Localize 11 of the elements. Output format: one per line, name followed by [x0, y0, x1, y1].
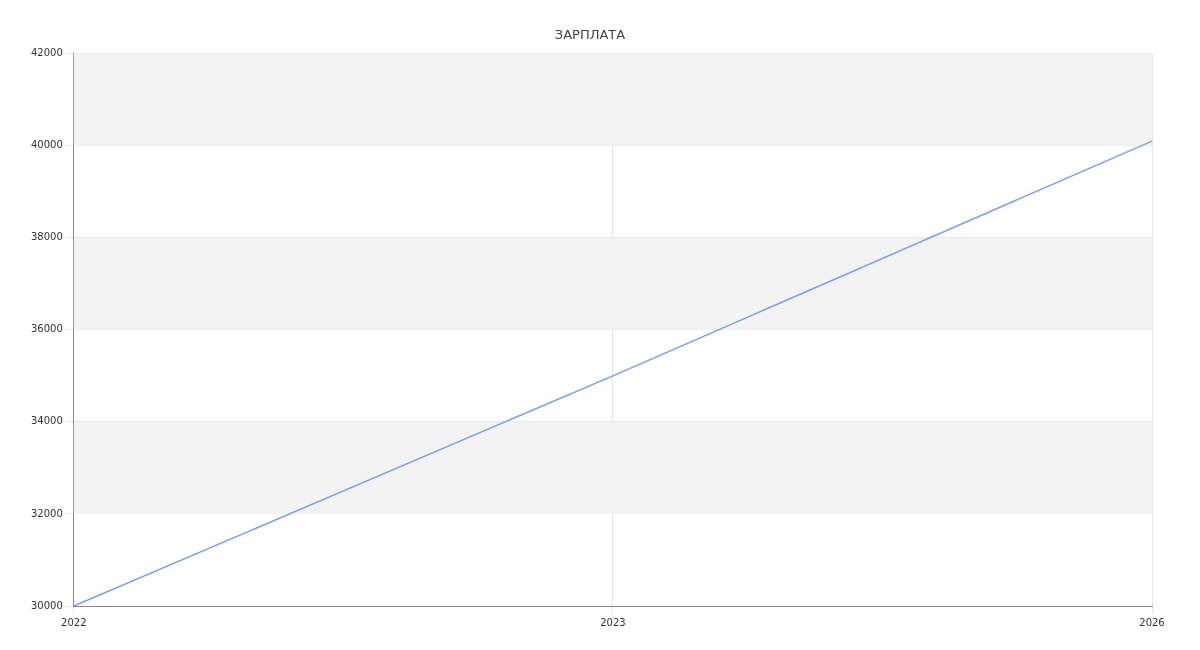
y-tick-label: 36000 [31, 323, 63, 335]
y-tick-label: 42000 [31, 47, 63, 59]
y-tick-label: 34000 [31, 415, 63, 427]
y-tick-label: 32000 [31, 507, 63, 519]
chart-title: ЗАРПЛАТА [554, 27, 626, 43]
x-tick-label: 2023 [600, 616, 626, 628]
x-tick-label: 2026 [1139, 616, 1165, 628]
y-tick-label: 40000 [31, 139, 63, 151]
y-tick-label: 38000 [31, 231, 63, 243]
x-tick-label: 2022 [61, 616, 87, 628]
y-tick-label: 30000 [31, 599, 63, 611]
